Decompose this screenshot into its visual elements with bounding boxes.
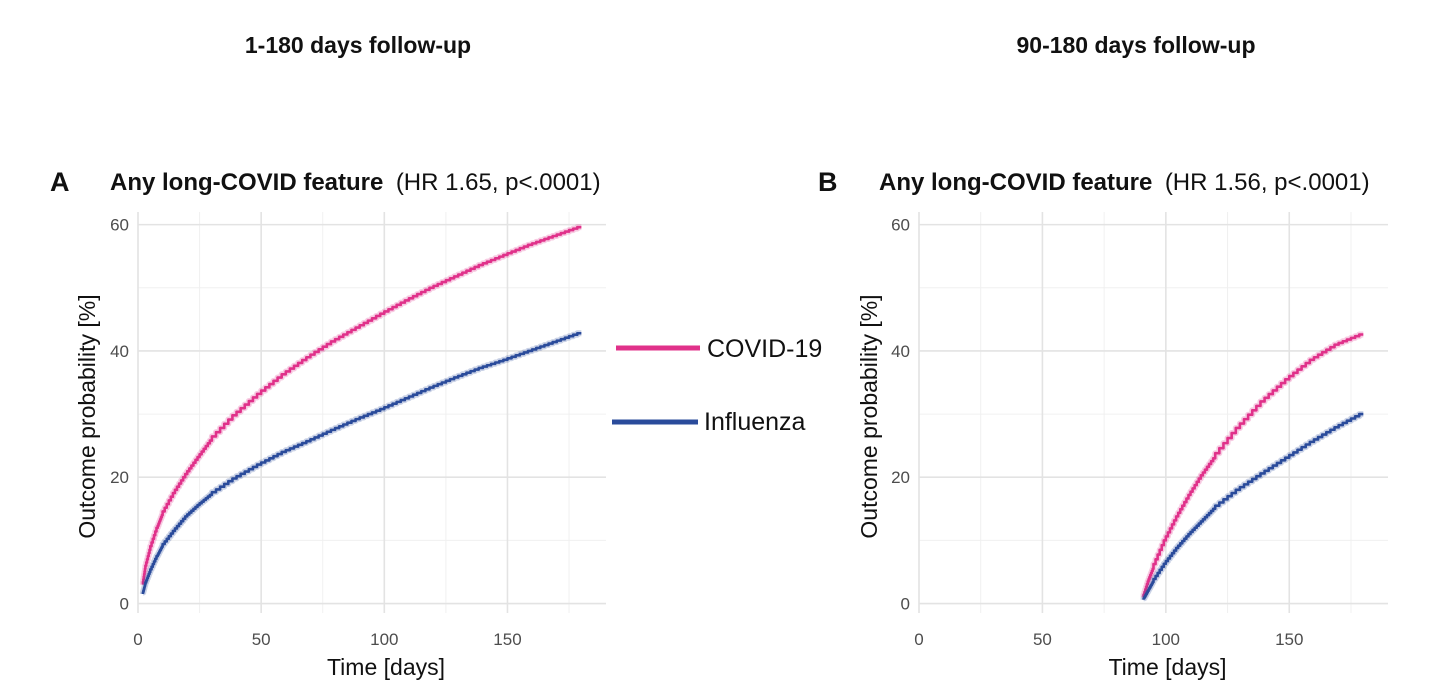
series-line-a-0 [141,225,582,585]
series-band-b-1 [1140,411,1364,602]
legend-label-influenza: Influenza [704,408,806,436]
y-axis-label-a: Outcome probability [%] [74,294,100,538]
x-tick-label-a: 0 [133,630,142,649]
y-axis-label-b: Outcome probability [%] [856,294,882,538]
panel-title-b: Any long-COVID feature (HR 1.56, p<.0001… [879,169,1370,196]
legend: COVID-19 Influenza [612,335,822,436]
y-tick-label-a: 20 [110,468,129,487]
x-tick-label-b: 100 [1152,630,1180,649]
y-tick-label-a: 40 [110,342,129,361]
panel-title-a-bold: Any long-COVID feature [110,169,383,196]
x-axis-label-b: Time [days] [1108,654,1226,680]
panel-letter-b: B [818,167,838,197]
panel-title-b-stats: (HR 1.56, p<.0001) [1165,169,1370,196]
column-title-right: 90-180 days follow-up [1016,32,1255,58]
x-tick-label-b: 150 [1275,630,1303,649]
panel-title-a-stats: (HR 1.65, p<.0001) [396,169,601,196]
y-tick-label-b: 20 [891,468,910,487]
panel-b-plot: 0 50 100 150 0 20 40 60 Time [days] Outcome proba… [856,212,1388,680]
y-tick-label-b: 40 [891,342,910,361]
x-tick-label-b: 0 [914,630,923,649]
series-line-a-1 [141,331,582,595]
x-axis-label-a: Time [days] [327,654,445,680]
panel-a-plot: 0 50 100 150 0 20 40 60 Time [days] Outcome proba… [74,212,606,680]
column-title-left: 1-180 days follow-up [245,32,471,58]
x-tick-label-a: 100 [370,630,398,649]
x-tick-label-a: 150 [493,630,521,649]
series-band-a-1 [139,330,582,596]
y-tick-label-b: 0 [901,595,910,614]
x-tick-label-a: 50 [252,630,271,649]
y-tick-label-a: 0 [120,595,129,614]
panel-letter-a: A [50,167,70,197]
series-band-a-0 [139,224,582,585]
series-band-b-0 [1140,331,1364,598]
y-tick-label-a: 60 [110,216,129,235]
y-tick-label-b: 60 [891,216,910,235]
legend-label-covid: COVID-19 [707,335,822,363]
panel-title-a: Any long-COVID feature (HR 1.65, p<.0001… [110,169,601,196]
x-tick-label-b: 50 [1033,630,1052,649]
series-line-b-0 [1142,333,1364,598]
panel-title-b-bold: Any long-COVID feature [879,169,1152,196]
series-line-b-1 [1142,412,1364,600]
